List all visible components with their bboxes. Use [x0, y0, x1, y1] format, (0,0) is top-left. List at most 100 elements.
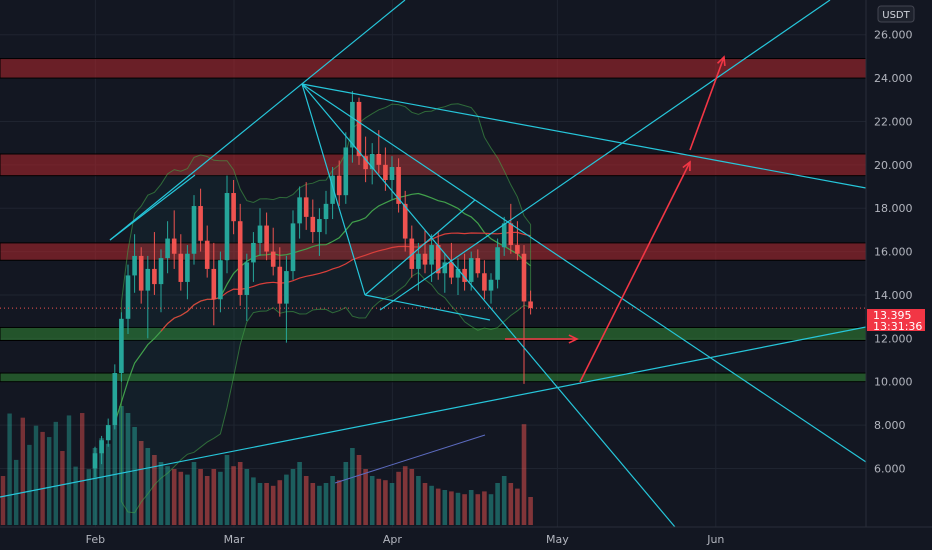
volume-bar — [455, 492, 461, 525]
candle-body — [468, 258, 474, 282]
price-tick-label: 6.000 — [874, 462, 906, 475]
volume-bar — [508, 483, 514, 525]
candle-body — [449, 262, 454, 278]
candle-body — [165, 238, 170, 259]
volume-bar — [27, 444, 32, 525]
candle-body — [204, 240, 210, 269]
candle-body — [198, 206, 203, 241]
candle-body — [152, 268, 157, 285]
volume-bar — [218, 471, 223, 525]
volume-bar — [191, 462, 197, 525]
time-tick-label: Apr — [383, 533, 403, 546]
candle-body — [237, 221, 243, 295]
time-tick-label: May — [546, 533, 569, 546]
resistance-zone — [0, 58, 867, 79]
volume-bar — [224, 455, 230, 525]
volume-bar — [336, 480, 342, 525]
candle-body — [191, 206, 197, 254]
volume-bar — [475, 494, 481, 525]
candle-body — [442, 262, 448, 274]
volume-bar — [204, 476, 210, 525]
candle-body — [92, 453, 98, 469]
price-tick-label: 12.000 — [874, 332, 913, 345]
volume-bar — [7, 413, 12, 525]
price-axis[interactable]: USDT 26.000 24.000 22.000 20.000 18.000 16.00… — [865, 0, 932, 527]
price-tick-label: 16.000 — [874, 246, 913, 259]
volume-bar — [482, 491, 487, 525]
candle-body — [257, 225, 263, 243]
candle-body — [369, 153, 375, 170]
volume-bar — [92, 448, 98, 525]
trendline-drawings — [0, 0, 867, 528]
candle-body — [515, 245, 520, 254]
price-tick-label: 10.000 — [874, 376, 913, 389]
candle-body — [508, 223, 514, 246]
volume-bar — [383, 480, 388, 525]
candle-body — [482, 273, 487, 291]
volume-bar — [0, 476, 6, 525]
volume-bar — [53, 421, 58, 525]
volume-bar — [284, 474, 289, 525]
candle-body — [455, 268, 461, 278]
volume-bar — [138, 441, 144, 525]
candle-body — [132, 255, 137, 276]
volume-bar — [145, 448, 151, 525]
candle-body — [145, 268, 151, 291]
volume-bar — [257, 483, 263, 525]
volume-bar — [495, 483, 500, 525]
volume-bar — [422, 483, 428, 525]
candle-body — [244, 262, 250, 295]
volume-bar — [363, 469, 368, 525]
volume-bar — [80, 413, 85, 525]
candle-body — [99, 440, 104, 454]
volume-bar — [396, 471, 401, 525]
volume-bar — [343, 462, 349, 525]
trendline-descending-channel — [301, 83, 867, 463]
candle-body — [501, 223, 507, 248]
volume-bar — [521, 424, 527, 525]
candle-body — [528, 301, 533, 309]
volume-bar — [47, 437, 52, 525]
price-tick-label: 24.000 — [874, 72, 913, 85]
volume-bar — [171, 469, 177, 525]
candle-body — [264, 225, 269, 252]
volume-bar — [152, 455, 157, 525]
volume-bar — [66, 415, 72, 525]
price-tick-label: 18.000 — [874, 202, 913, 215]
volume-bar — [462, 494, 467, 525]
volume-bar — [132, 427, 137, 525]
price-tick-label: 26.000 — [874, 29, 913, 42]
volume-bar — [270, 485, 276, 525]
volume-bar — [198, 469, 203, 525]
volume-bar — [231, 466, 236, 525]
volume-bar — [310, 483, 316, 525]
candle-body — [251, 242, 256, 263]
volume-bars — [0, 399, 533, 525]
volume-bar — [237, 462, 243, 525]
volume-bar — [402, 466, 408, 525]
candle-body — [475, 258, 481, 274]
volume-bar — [244, 469, 250, 525]
candle-body — [171, 238, 177, 254]
volume-bar — [297, 462, 302, 525]
volume-bar — [185, 474, 190, 525]
bar-countdown: 13:31:36 — [873, 320, 922, 333]
candle-body — [185, 253, 190, 282]
candle-body — [112, 373, 118, 426]
last-price-value: 13.395 — [873, 309, 912, 322]
trendline-descending-resistance — [301, 83, 867, 189]
volume-bar — [330, 476, 335, 525]
candle-body — [284, 271, 289, 304]
currency-badge[interactable]: USDT — [877, 5, 915, 23]
time-axis[interactable]: Feb Mar Apr May Jun — [0, 526, 932, 550]
volume-bar — [14, 459, 19, 525]
volume-bar — [501, 476, 507, 525]
volume-bar — [158, 462, 164, 525]
volume-bar — [211, 469, 217, 525]
volume-bar — [528, 497, 533, 525]
candle-body — [435, 245, 441, 274]
volume-bar — [125, 413, 131, 525]
candle-body — [290, 223, 296, 272]
